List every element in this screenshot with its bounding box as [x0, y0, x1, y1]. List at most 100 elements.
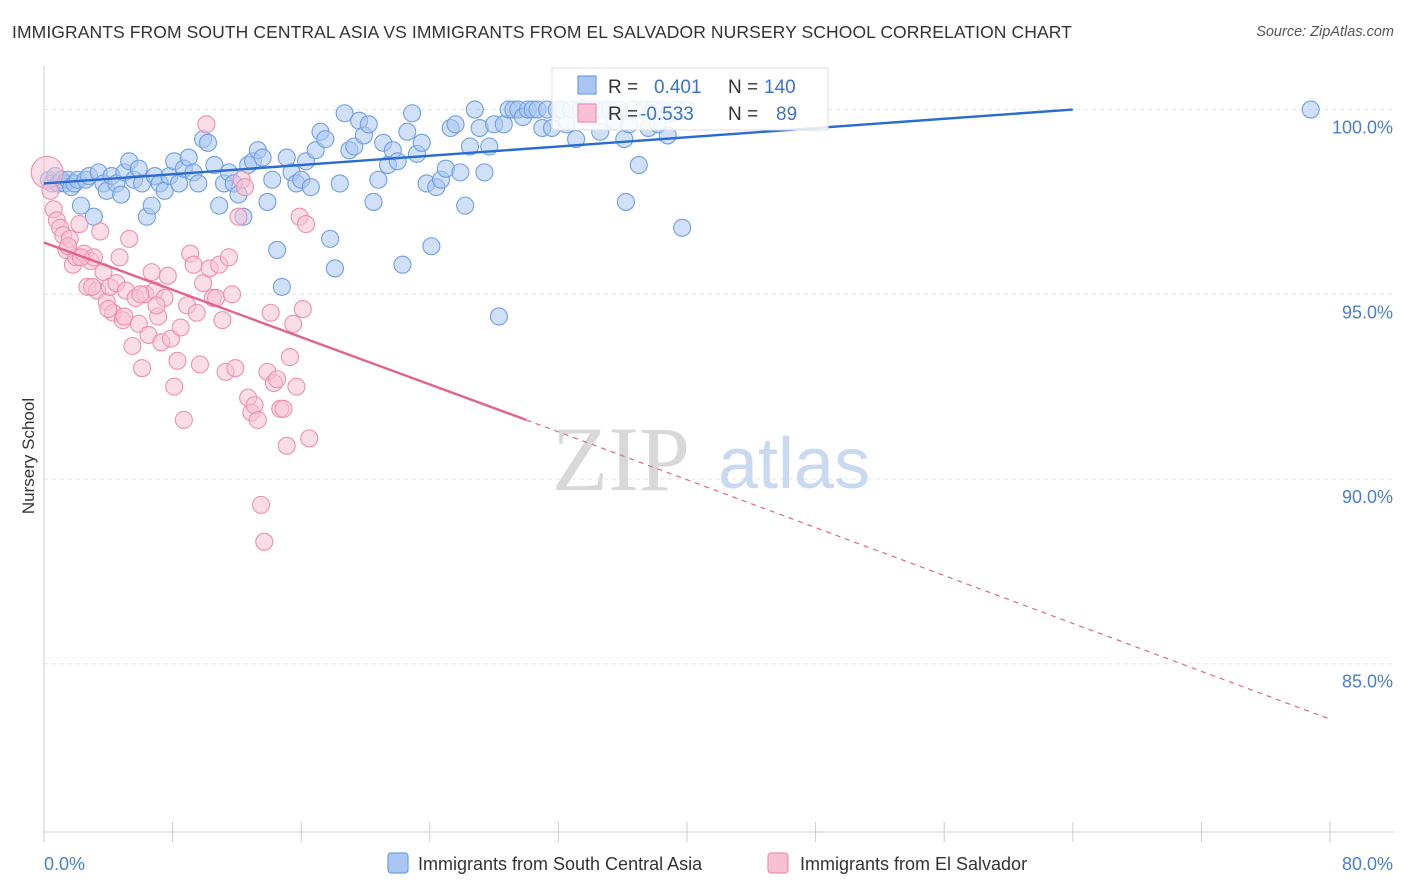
point-el-salvador [190, 355, 209, 374]
point-el-salvador [274, 399, 293, 418]
point-el-salvador [261, 303, 280, 322]
stat-n-label-blue: N = [728, 77, 758, 98]
point-south-central-asia [673, 218, 692, 237]
point-el-salvador [91, 222, 110, 241]
point-south-central-asia [446, 115, 465, 134]
legend-label-blue: Immigrants from South Central Asia [418, 854, 703, 874]
point-south-central-asia [198, 133, 218, 152]
point-south-central-asia [388, 152, 407, 171]
point-south-central-asia [451, 163, 470, 182]
point-south-central-asia [112, 185, 131, 204]
point-south-central-asia [268, 240, 287, 260]
y-tick-labels: 85.0% 90.0% 95.0% 100.0% [1332, 118, 1393, 692]
point-el-salvador [223, 285, 242, 304]
trend-line-el-salvador-extension [526, 419, 1331, 720]
point-south-central-asia [325, 259, 345, 278]
point-el-salvador [120, 229, 139, 248]
point-el-salvador [174, 410, 193, 429]
point-south-central-asia [330, 174, 349, 193]
point-el-salvador [248, 410, 267, 429]
source-credit: Source: ZipAtlas.com [1256, 24, 1394, 40]
stat-n-label-pink: N = [728, 104, 758, 125]
point-el-salvador [287, 377, 306, 396]
point-el-salvador [245, 396, 264, 415]
point-south-central-asia [321, 229, 340, 248]
point-south-central-asia [335, 104, 354, 123]
point-south-central-asia [364, 192, 383, 211]
stat-r-label-blue: R = [608, 77, 638, 98]
point-el-salvador [165, 377, 184, 396]
point-el-salvador [296, 215, 316, 234]
point-el-salvador [115, 307, 134, 326]
point-south-central-asia [403, 104, 422, 123]
trend-lines [43, 108, 1331, 720]
point-south-central-asia [393, 255, 412, 274]
point-south-central-asia [475, 163, 494, 182]
x-tick-label-max: 80.0% [1342, 854, 1393, 874]
point-el-salvador [213, 311, 232, 330]
x-tick-labels: 0.0% 80.0% [44, 854, 1393, 874]
point-south-central-asia [253, 148, 272, 167]
stats-swatch-pink [577, 103, 597, 123]
point-south-central-asia [398, 122, 417, 141]
point-south-central-asia [258, 192, 277, 211]
point-south-central-asia [205, 155, 224, 175]
point-south-central-asia [71, 196, 91, 215]
point-el-salvador [110, 248, 129, 267]
point-el-salvador [131, 285, 150, 304]
watermark: ZIP atlas [552, 408, 870, 510]
point-el-salvador [70, 215, 89, 234]
point-south-central-asia [489, 307, 508, 326]
stats-legend-box: R = 0.401 N = 140 R = -0.533 N = 89 [551, 67, 829, 131]
point-south-central-asia [460, 137, 480, 156]
point-el-salvador [133, 359, 152, 378]
y-tick-label-100: 100.0% [1332, 118, 1393, 138]
point-el-salvador [41, 181, 60, 200]
point-el-salvador [255, 532, 274, 551]
point-south-central-asia [456, 196, 475, 215]
point-south-central-asia [263, 170, 282, 189]
stat-r-value-pink: -0.533 [640, 104, 694, 125]
y-tick-label-85: 85.0% [1342, 672, 1393, 692]
point-south-central-asia [616, 192, 635, 211]
point-el-salvador [142, 263, 161, 282]
legend-swatch-blue [387, 852, 409, 874]
point-el-salvador [229, 207, 248, 226]
point-el-salvador [277, 436, 296, 455]
legend-swatch-pink [767, 852, 789, 874]
point-south-central-asia [359, 115, 378, 134]
x-tick-label-min: 0.0% [44, 854, 85, 874]
stat-n-value-blue: 140 [764, 77, 796, 98]
point-el-salvador [83, 277, 102, 296]
point-el-salvador [197, 115, 216, 134]
axes [43, 66, 1394, 842]
point-el-salvador [268, 370, 287, 389]
trend-line-el-salvador [43, 241, 527, 422]
point-south-central-asia [1301, 100, 1320, 119]
point-el-salvador [251, 495, 271, 514]
point-south-central-asia [316, 130, 335, 149]
point-el-salvador [99, 300, 118, 319]
point-south-central-asia [465, 100, 484, 119]
point-el-salvador [293, 300, 312, 319]
point-el-salvador [300, 429, 319, 448]
point-south-central-asia [142, 196, 161, 215]
point-south-central-asia [369, 170, 388, 189]
point-el-salvador [226, 359, 245, 378]
point-el-salvador [235, 178, 254, 197]
stat-r-value-blue: 0.401 [654, 77, 702, 98]
stat-r-label-pink: R = [608, 104, 638, 125]
watermark-zip: ZIP [552, 408, 690, 510]
point-el-salvador [158, 266, 177, 285]
trend-line-south-central-asia [43, 108, 1073, 185]
point-south-central-asia [567, 130, 586, 149]
y-axis-label: Nursery School [19, 398, 38, 514]
point-el-salvador [280, 348, 299, 367]
y-tick-label-90: 90.0% [1342, 487, 1393, 507]
point-el-salvador [187, 303, 206, 322]
point-south-central-asia [129, 159, 148, 178]
bottom-legend: Immigrants from South Central Asia Immig… [387, 852, 1027, 874]
stats-swatch-blue [577, 75, 597, 95]
point-south-central-asia [272, 277, 291, 296]
